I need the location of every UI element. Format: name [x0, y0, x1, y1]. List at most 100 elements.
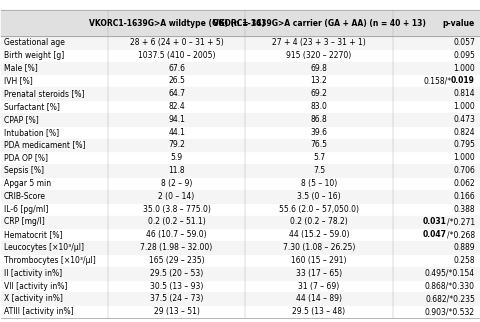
Text: 3.5 (0 – 16): 3.5 (0 – 16) — [297, 192, 341, 201]
Text: 1037.5 (410 – 2005): 1037.5 (410 – 2005) — [138, 51, 216, 60]
Text: Prenatal steroids [%]: Prenatal steroids [%] — [4, 89, 84, 98]
Bar — [0, 190, 480, 203]
Text: 83.0: 83.0 — [311, 102, 327, 111]
Text: Surfactant [%]: Surfactant [%] — [4, 102, 60, 111]
Text: VKORC1-1639G>A wildtype (GG) (n = 34): VKORC1-1639G>A wildtype (GG) (n = 34) — [88, 19, 264, 28]
Bar — [0, 10, 480, 36]
Text: 35.0 (3.8 – 775.0): 35.0 (3.8 – 775.0) — [143, 204, 211, 213]
Text: IL-6 [pg/ml]: IL-6 [pg/ml] — [4, 204, 48, 213]
Text: 69.8: 69.8 — [311, 63, 327, 72]
Text: X [activity in%]: X [activity in%] — [4, 294, 63, 303]
Text: 5.9: 5.9 — [170, 153, 183, 162]
Text: 33 (17 – 65): 33 (17 – 65) — [296, 269, 342, 278]
Text: 7.5: 7.5 — [313, 166, 325, 175]
Text: 29 (13 – 51): 29 (13 – 51) — [154, 307, 200, 316]
Text: Thrombocytes [×10³/µl]: Thrombocytes [×10³/µl] — [4, 256, 96, 265]
Text: 0.258: 0.258 — [454, 256, 475, 265]
Text: 67.6: 67.6 — [168, 63, 185, 72]
Text: VKORC1-1639G>A carrier (GA + AA) (n = 40 + 13): VKORC1-1639G>A carrier (GA + AA) (n = 40… — [213, 19, 425, 28]
Text: 0.166: 0.166 — [453, 192, 475, 201]
Text: 55.6 (2.0 – 57,050.0): 55.6 (2.0 – 57,050.0) — [279, 204, 359, 213]
Text: 0.889: 0.889 — [454, 243, 475, 252]
Text: 1.000: 1.000 — [453, 63, 475, 72]
Text: CPAP [%]: CPAP [%] — [4, 115, 39, 124]
Text: p-value: p-value — [443, 19, 475, 28]
Bar — [0, 215, 480, 228]
Text: 79.2: 79.2 — [168, 140, 185, 149]
Text: 86.8: 86.8 — [311, 115, 327, 124]
Text: Hematocrit [%]: Hematocrit [%] — [4, 230, 62, 239]
Text: 0.047: 0.047 — [423, 230, 447, 239]
Text: 44 (14 – 89): 44 (14 – 89) — [296, 294, 342, 303]
Text: 0.473: 0.473 — [453, 115, 475, 124]
Text: VII [activity in%]: VII [activity in%] — [4, 281, 67, 290]
Text: 28 + 6 (24 + 0 – 31 + 5): 28 + 6 (24 + 0 – 31 + 5) — [130, 38, 224, 47]
Text: 0.824: 0.824 — [454, 128, 475, 137]
Text: 29.5 (13 – 48): 29.5 (13 – 48) — [292, 307, 346, 316]
Bar — [0, 164, 480, 177]
Text: Birth weight [g]: Birth weight [g] — [4, 51, 64, 60]
Text: 1.000: 1.000 — [453, 153, 475, 162]
Text: 0.706: 0.706 — [453, 166, 475, 175]
Text: 37.5 (24 – 73): 37.5 (24 – 73) — [150, 294, 203, 303]
Text: Sepsis [%]: Sepsis [%] — [4, 166, 44, 175]
Text: Intubation [%]: Intubation [%] — [4, 128, 59, 137]
Text: 0.814: 0.814 — [454, 89, 475, 98]
Text: 0.682/*0.235: 0.682/*0.235 — [425, 294, 475, 303]
Text: 8 (2 – 9): 8 (2 – 9) — [161, 179, 192, 188]
Text: ATIII [activity in%]: ATIII [activity in%] — [4, 307, 73, 316]
Text: 7.28 (1.98 – 32.00): 7.28 (1.98 – 32.00) — [141, 243, 213, 252]
Text: Gestational age: Gestational age — [4, 38, 65, 47]
Text: Male [%]: Male [%] — [4, 63, 38, 72]
Bar — [0, 241, 480, 254]
Text: PDA medicament [%]: PDA medicament [%] — [4, 140, 85, 149]
Text: 0.903/*0.532: 0.903/*0.532 — [425, 307, 475, 316]
Text: 0.158/*: 0.158/* — [423, 76, 451, 85]
Text: 11.8: 11.8 — [168, 166, 185, 175]
Bar — [0, 138, 480, 151]
Text: /*0.268: /*0.268 — [447, 230, 475, 239]
Text: 46 (10.7 – 59.0): 46 (10.7 – 59.0) — [146, 230, 207, 239]
Text: 0.031: 0.031 — [423, 217, 447, 226]
Bar — [0, 87, 480, 100]
Text: 64.7: 64.7 — [168, 89, 185, 98]
Text: 44 (15.2 – 59.0): 44 (15.2 – 59.0) — [289, 230, 349, 239]
Text: 94.1: 94.1 — [168, 115, 185, 124]
Text: 0.062: 0.062 — [453, 179, 475, 188]
Text: Leucocytes [×10³/µl]: Leucocytes [×10³/µl] — [4, 243, 84, 252]
Text: 82.4: 82.4 — [168, 102, 185, 111]
Text: 0.019: 0.019 — [451, 76, 475, 85]
Bar — [0, 292, 480, 305]
Text: 0.057: 0.057 — [453, 38, 475, 47]
Text: 0.2 (0.2 – 78.2): 0.2 (0.2 – 78.2) — [290, 217, 348, 226]
Text: 76.5: 76.5 — [311, 140, 327, 149]
Text: 44.1: 44.1 — [168, 128, 185, 137]
Text: PDA OP [%]: PDA OP [%] — [4, 153, 48, 162]
Text: 31 (7 – 69): 31 (7 – 69) — [299, 281, 339, 290]
Bar — [0, 267, 480, 279]
Text: Apgar 5 min: Apgar 5 min — [4, 179, 51, 188]
Text: CRIB-Score: CRIB-Score — [4, 192, 46, 201]
Text: 0.868/*0.330: 0.868/*0.330 — [425, 281, 475, 290]
Text: IVH [%]: IVH [%] — [4, 76, 33, 85]
Text: 1.000: 1.000 — [453, 102, 475, 111]
Text: 2 (0 – 14): 2 (0 – 14) — [158, 192, 195, 201]
Text: II [activity in%]: II [activity in%] — [4, 269, 62, 278]
Text: 26.5: 26.5 — [168, 76, 185, 85]
Text: 69.2: 69.2 — [311, 89, 327, 98]
Text: /*0.271: /*0.271 — [447, 217, 475, 226]
Text: 13.2: 13.2 — [311, 76, 327, 85]
Text: 7.30 (1.08 – 26.25): 7.30 (1.08 – 26.25) — [283, 243, 355, 252]
Text: 0.388: 0.388 — [454, 204, 475, 213]
Text: 27 + 4 (23 + 3 – 31 + 1): 27 + 4 (23 + 3 – 31 + 1) — [272, 38, 366, 47]
Text: 8 (5 – 10): 8 (5 – 10) — [301, 179, 337, 188]
Bar — [0, 36, 480, 49]
Text: 0.095: 0.095 — [453, 51, 475, 60]
Text: 0.2 (0.2 – 51.1): 0.2 (0.2 – 51.1) — [148, 217, 205, 226]
Text: 0.495/*0.154: 0.495/*0.154 — [425, 269, 475, 278]
Text: 29.5 (20 – 53): 29.5 (20 – 53) — [150, 269, 203, 278]
Text: 165 (29 – 235): 165 (29 – 235) — [149, 256, 204, 265]
Text: 39.6: 39.6 — [311, 128, 327, 137]
Bar — [0, 62, 480, 74]
Text: 0.795: 0.795 — [453, 140, 475, 149]
